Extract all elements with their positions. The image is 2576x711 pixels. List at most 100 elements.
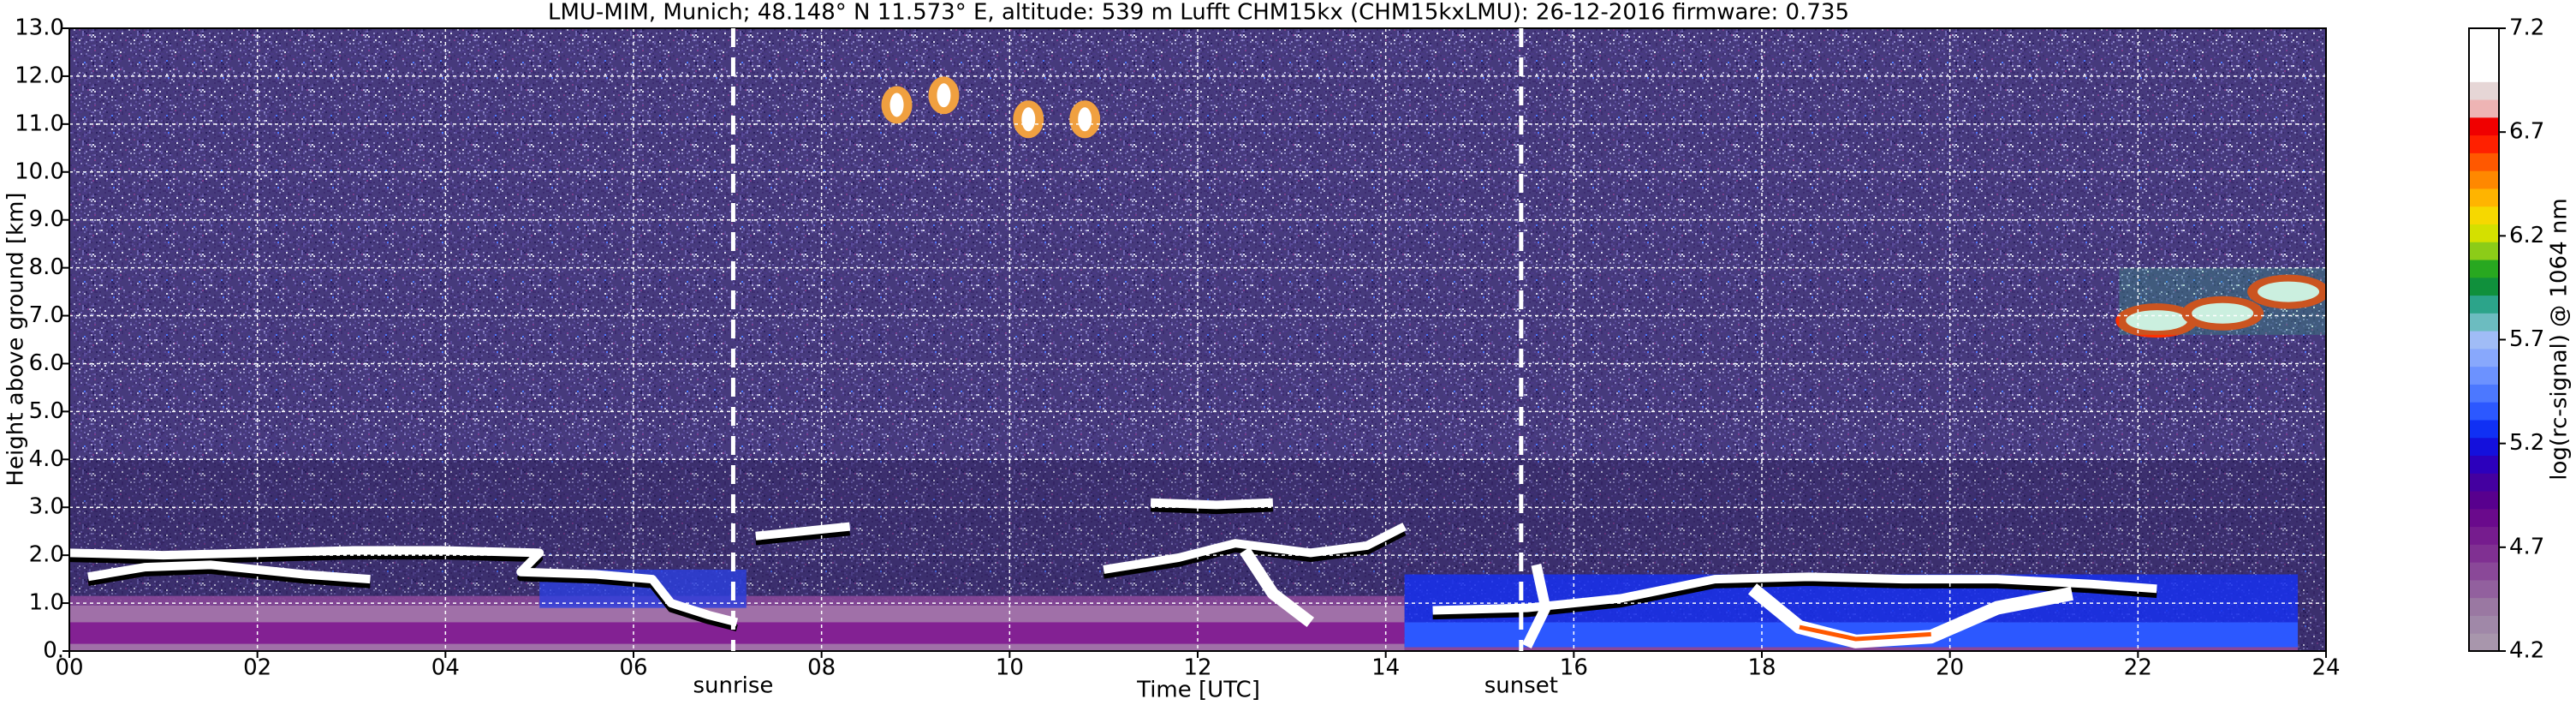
y-tick-label: 4.0 (29, 446, 64, 472)
colorbar-segment (2469, 295, 2499, 314)
colorbar-segment (2469, 437, 2499, 457)
colorbar-segment (2469, 152, 2499, 171)
colorbar-segment (2469, 45, 2499, 65)
cloud-fall (1799, 624, 1931, 642)
y-axis-label: Height above ground [km] (3, 192, 29, 486)
x-tick-label: 20 (1936, 655, 1964, 681)
colorbar-segment (2469, 224, 2499, 242)
cirrus (2258, 281, 2320, 302)
colorbar-label: log(rc-signal) @ 1064 nm (2547, 198, 2573, 480)
colorbar-segment (2469, 544, 2499, 563)
y-tick-label: 0. (43, 638, 64, 664)
plot-frame (68, 27, 2327, 652)
overlay: 00 02 04 06 08 10 12 14 16 18 20 22 24 0. 1.0 2.0 3.0 4.0… (15, 15, 2544, 699)
colorbar-segment (2469, 366, 2499, 385)
cloud (755, 522, 851, 541)
y-tick-label: 3.0 (29, 494, 64, 520)
colorbar-segment (2469, 63, 2499, 82)
y-tick-label: 2.0 (29, 542, 64, 568)
colorbar-segment (2469, 170, 2499, 189)
colorbar-segment (2469, 242, 2499, 260)
x-tick-label: 16 (1560, 655, 1588, 681)
colorbar-segment (2469, 188, 2499, 207)
colorbar-segment (2469, 455, 2499, 474)
colorbar-segment (2469, 526, 2499, 545)
colorbar-segment (2469, 348, 2499, 367)
x-tick-label: 02 (243, 655, 271, 681)
colorbar-tick-label: 5.2 (2509, 430, 2544, 456)
colorbar-tick-label: 6.7 (2509, 119, 2544, 145)
y-tick-label: 6.0 (29, 350, 64, 376)
colorbar-segment (2469, 134, 2499, 153)
colorbar-segment (2469, 99, 2499, 118)
y-tick-label: 11.0 (15, 111, 64, 136)
x-tick-label: 24 (2311, 655, 2340, 681)
colorbar-segment (2469, 81, 2499, 100)
x-tick-label: 06 (619, 655, 647, 681)
y-tick-label: 5.0 (29, 398, 64, 424)
y-tick-label: 13.0 (15, 15, 64, 41)
colorbar-segment (2469, 384, 2499, 403)
colorbar-segment (2469, 313, 2499, 332)
colorbar-segment (2469, 491, 2499, 510)
colorbar-tick-label: 6.2 (2509, 223, 2544, 248)
cirrus (889, 93, 904, 117)
colorbar-segment (2469, 260, 2499, 278)
colorbar-segment (2469, 615, 2499, 634)
cloud (69, 546, 739, 627)
cirrus-haze (2119, 267, 2326, 335)
cloud-shadow (1103, 529, 1407, 579)
cloud (1150, 498, 1274, 510)
colorbar-segment (2469, 633, 2499, 652)
x-tick-label: 08 (807, 655, 836, 681)
y-tick-label: 9.0 (29, 206, 64, 232)
x-tick-label: 10 (996, 655, 1024, 681)
cloud-fall (1522, 564, 1551, 649)
cirrus (2192, 302, 2254, 324)
cirrus (937, 83, 951, 108)
plot-area (69, 28, 2326, 651)
cloud-fall (1240, 547, 1315, 628)
cloud-fall (1747, 583, 2073, 648)
cirrus (1021, 107, 1036, 132)
cloud-shadow (1150, 505, 1274, 515)
cloud-shadow (755, 529, 851, 546)
colorbar-segment (2469, 206, 2499, 224)
colorbar-segment (2469, 402, 2499, 421)
x-tick-label: 22 (2124, 655, 2152, 681)
colorbar-segment (2469, 28, 2499, 47)
cloud-shadow (1432, 579, 2157, 620)
colorbar-segment (2469, 579, 2499, 599)
chart-title: LMU-MIM, Munich; 48.148° N 11.573° E, al… (548, 0, 1849, 26)
colorbar-segment (2469, 562, 2499, 581)
x-tick-label: 18 (1747, 655, 1776, 681)
cloud (1103, 523, 1407, 574)
colorbar-tick-label: 4.2 (2509, 638, 2544, 664)
colorbar-segment (2469, 331, 2499, 350)
colorbar-segment (2469, 508, 2499, 528)
x-axis-label: Time [UTC] (1136, 678, 1260, 703)
colorbar-segment (2469, 597, 2499, 616)
boundary-layer (1404, 647, 2299, 651)
colorbar-segment (2469, 473, 2499, 492)
x-tick-label: 12 (1183, 655, 1211, 681)
y-tick-label: 10.0 (15, 158, 64, 184)
marker-label: sunset (1484, 673, 1558, 699)
x-tick-label: 04 (431, 655, 460, 681)
colorbar-tick-label: 4.7 (2509, 534, 2544, 559)
cloud (1432, 572, 2157, 615)
x-tick-label: 14 (1371, 655, 1400, 681)
y-tick-label: 1.0 (29, 590, 64, 616)
y-tick-label: 7.0 (29, 302, 64, 328)
colorbar-tick-label: 5.7 (2509, 326, 2544, 352)
marker-label: sunrise (693, 673, 773, 699)
x-tick-label: 00 (55, 655, 83, 681)
colorbar-segment (2469, 277, 2499, 296)
cloud-shadow (87, 567, 371, 589)
colorbar-segment (2469, 419, 2499, 439)
colorbar-tick-label: 7.2 (2509, 15, 2544, 41)
y-tick-label: 8.0 (29, 254, 64, 280)
colorbar-segment (2469, 117, 2499, 136)
cloud (87, 560, 371, 584)
